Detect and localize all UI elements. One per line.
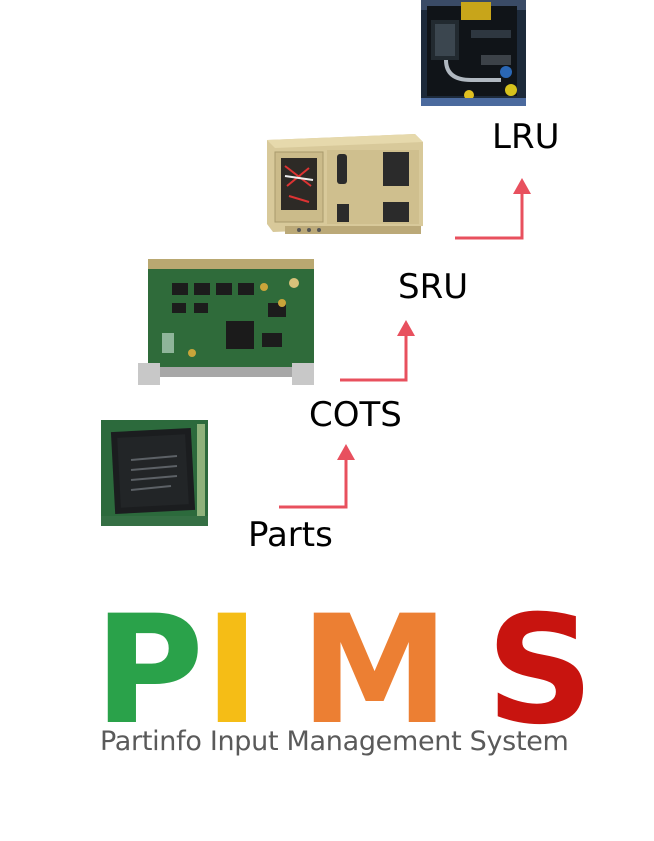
lru-unit-photo [421,0,526,106]
label-lru: LRU [492,117,560,157]
arrow-cots-to-sru [340,320,415,382]
label-cots: COTS [309,395,402,435]
sru-chassis-photo [265,126,425,240]
arrow-parts-to-cots [279,444,355,509]
logo-letter-i: I [204,584,260,758]
label-sru: SRU [398,267,469,307]
logo-letter-m: M [300,584,450,758]
chip-part-photo [101,420,208,526]
logo-tagline: Partinfo Input Management System [100,726,569,757]
logo-letter-s: S [486,584,595,758]
logo-letter-p: P [94,584,204,758]
cots-board-photo [132,243,318,389]
label-parts: Parts [248,515,333,555]
arrow-sru-to-lru [455,178,531,240]
